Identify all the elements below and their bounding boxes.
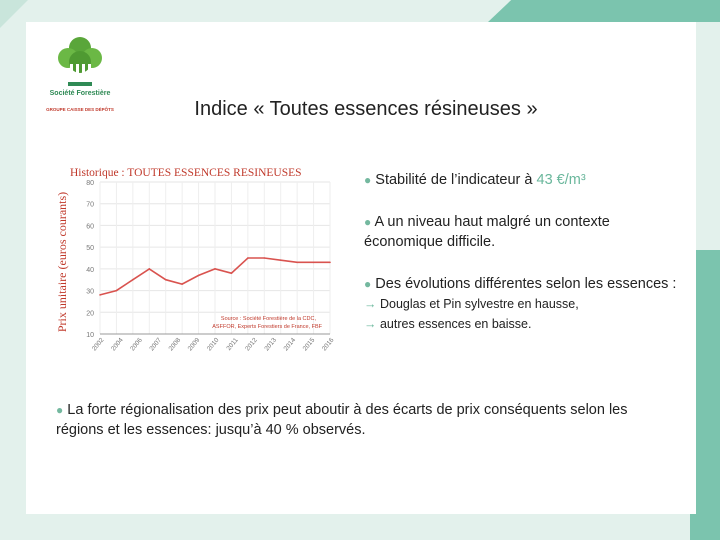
x-tick-label: 2008 [168,336,183,352]
x-tick-label: 2016 [321,336,336,352]
sub-bullet: → autres essences en baisse. [364,314,684,334]
x-tick-label: 2015 [302,336,317,352]
chart-title: Historique : TOUTES ESSENCES RESINEUSES [70,167,302,179]
sub-bullet: → Douglas et Pin sylvestre en hausse, [364,294,684,314]
page-title: Indice « Toutes essences résineuses » [194,98,538,120]
bullet-dot-icon: ● [364,215,372,229]
y-tick-label: 80 [86,180,94,187]
corner-decoration [488,0,720,22]
bullet-list: ● Stabilité de l’indicateur à 43 €/m³ ● … [364,170,684,334]
y-tick-label: 10 [86,332,94,339]
bullet-text: A un niveau haut malgré un contexte écon… [364,214,610,250]
chart-source: ASFFOR, Experts Forestiers de France, FB… [212,324,322,330]
y-tick-label: 50 [86,245,94,252]
x-tick-label: 2006 [129,336,144,352]
data-point [296,261,298,264]
tree-icon [58,37,102,86]
x-tick-label: 2004 [110,336,125,352]
logo-name: Société Forestière [49,90,111,97]
data-point [99,294,101,296]
sub-bullet-text: Douglas et Pin sylvestre en hausse, [379,297,579,311]
data-point [181,283,183,285]
y-tick-label: 60 [86,223,94,230]
bullet-text: La forte régionalisation des prix peut a… [56,402,628,438]
chart-source: Source : Société Forestière de la CDC, [221,316,317,322]
x-tick-label: 2012 [244,336,259,352]
x-tick-label: 2011 [225,336,240,352]
y-tick-label: 20 [86,310,94,317]
corner-decoration [0,0,28,28]
data-point [197,274,200,277]
bullet-stability: ● Stabilité de l’indicateur à 43 €/m³ [364,170,684,190]
x-tick-label: 2010 [206,336,221,352]
y-axis-label: Prix unitaire (euros courants) [55,192,69,332]
bullet-text: Stabilité de l’indicateur à [375,172,537,188]
data-point [230,272,233,274]
y-tick-label: 40 [86,267,94,274]
data-point [312,261,315,264]
sub-bullet-text: autres essences en baisse. [379,317,532,331]
data-point [247,257,249,259]
data-point [132,278,134,281]
y-tick-label: 70 [86,202,94,209]
data-point [214,268,216,270]
logo-group: GROUPE CAISSE DES DÉPÔTS [46,107,114,112]
x-tick-label: 2009 [187,336,202,352]
y-tick-label: 30 [86,289,94,296]
arrow-right-icon: → [364,297,377,311]
data-point [164,278,167,281]
bullet-dot-icon: ● [364,173,372,187]
bullet-dot-icon: ● [364,277,372,291]
x-tick-label: 2013 [263,336,278,352]
arrow-right-icon: → [364,317,377,331]
bullet-level: ● A un niveau haut malgré un contexte éc… [364,212,684,252]
data-point [329,261,331,264]
chart: Historique : TOUTES ESSENCES RESINEUSES 1… [46,162,346,377]
indicator-value: 43 €/m³ [536,172,586,188]
bullet-dot-icon: ● [56,403,64,417]
data-point [263,257,266,259]
chart-svg: Historique : TOUTES ESSENCES RESINEUSES 1… [55,167,336,352]
x-tick-label: 2014 [283,336,298,352]
bullet-evolutions: ● Des évolutions différentes selon les e… [364,274,684,334]
data-point [115,289,118,292]
x-tick-label: 2007 [148,336,163,352]
bullet-text: Des évolutions différentes selon les ess… [375,276,677,292]
data-point [148,268,151,270]
bottom-bullet: ● La forte régionalisation des prix peut… [56,400,676,440]
data-point [279,259,282,261]
logo: Société Forestière GROUPE CAISSE DES DÉP… [40,34,120,124]
slide: Société Forestière GROUPE CAISSE DES DÉP… [26,22,696,514]
